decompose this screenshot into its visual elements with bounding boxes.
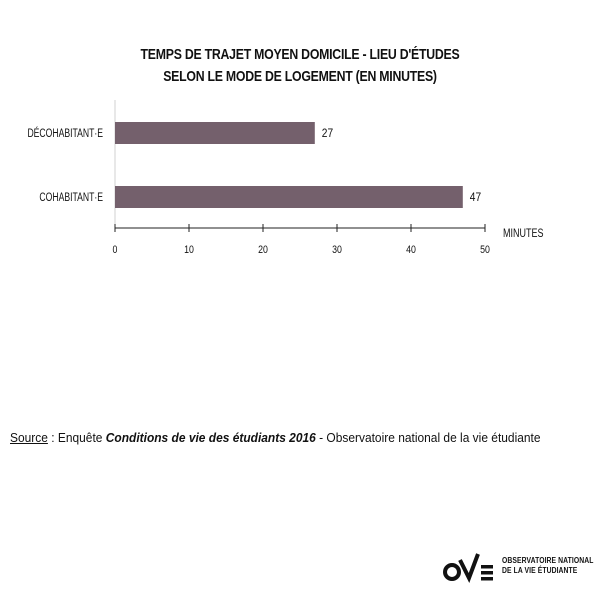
source-survey-title: Conditions de vie des étudiants 2016 — [105, 430, 316, 445]
x-tick-label: 30 — [332, 244, 342, 256]
logo-text-line1: OBSERVATOIRE NATIONAL — [502, 556, 594, 565]
x-tick-label: 50 — [480, 244, 490, 256]
x-axis-label: MINUTES — [503, 227, 543, 241]
x-tick-label: 40 — [406, 244, 416, 256]
source-suffix: - Observatoire national de la vie étudia… — [315, 430, 541, 445]
x-tick-label: 10 — [184, 244, 194, 256]
source-note: Source : Enquête Conditions de vie des é… — [10, 430, 541, 445]
bar — [115, 122, 315, 144]
x-tick-label: 0 — [113, 244, 118, 256]
bar — [115, 186, 463, 208]
category-label: DÉCOHABITANT·E — [27, 126, 103, 141]
chart-title: TEMPS DE TRAJET MOYEN DOMICILE - LIEU D'… — [54, 44, 546, 88]
chart-title-line2: SELON LE MODE DE LOGEMENT (EN MINUTES) — [163, 68, 437, 85]
chart-title-line1: TEMPS DE TRAJET MOYEN DOMICILE - LIEU D'… — [140, 46, 460, 63]
logo-text: OBSERVATOIRE NATIONAL DE LA VIE ÉTUDIANT… — [502, 556, 593, 576]
source-prefix: : Enquête — [47, 430, 106, 445]
data-label: 27 — [322, 127, 333, 140]
ove-logo: OBSERVATOIRE NATIONAL DE LA VIE ÉTUDIANT… — [443, 548, 600, 584]
category-label: COHABITANT·E — [39, 192, 103, 205]
x-tick-label: 20 — [258, 244, 268, 256]
source-label: Source — [10, 430, 48, 445]
bar-chart: 0 10 20 30 40 50 MINUTES DÉCOHABITANT·E 27 COHABI… — [27, 100, 543, 256]
ove-logo-icon — [443, 553, 493, 583]
data-label: 47 — [470, 191, 481, 204]
logo-text-line2: DE LA VIE ÉTUDIANTE — [502, 566, 578, 575]
